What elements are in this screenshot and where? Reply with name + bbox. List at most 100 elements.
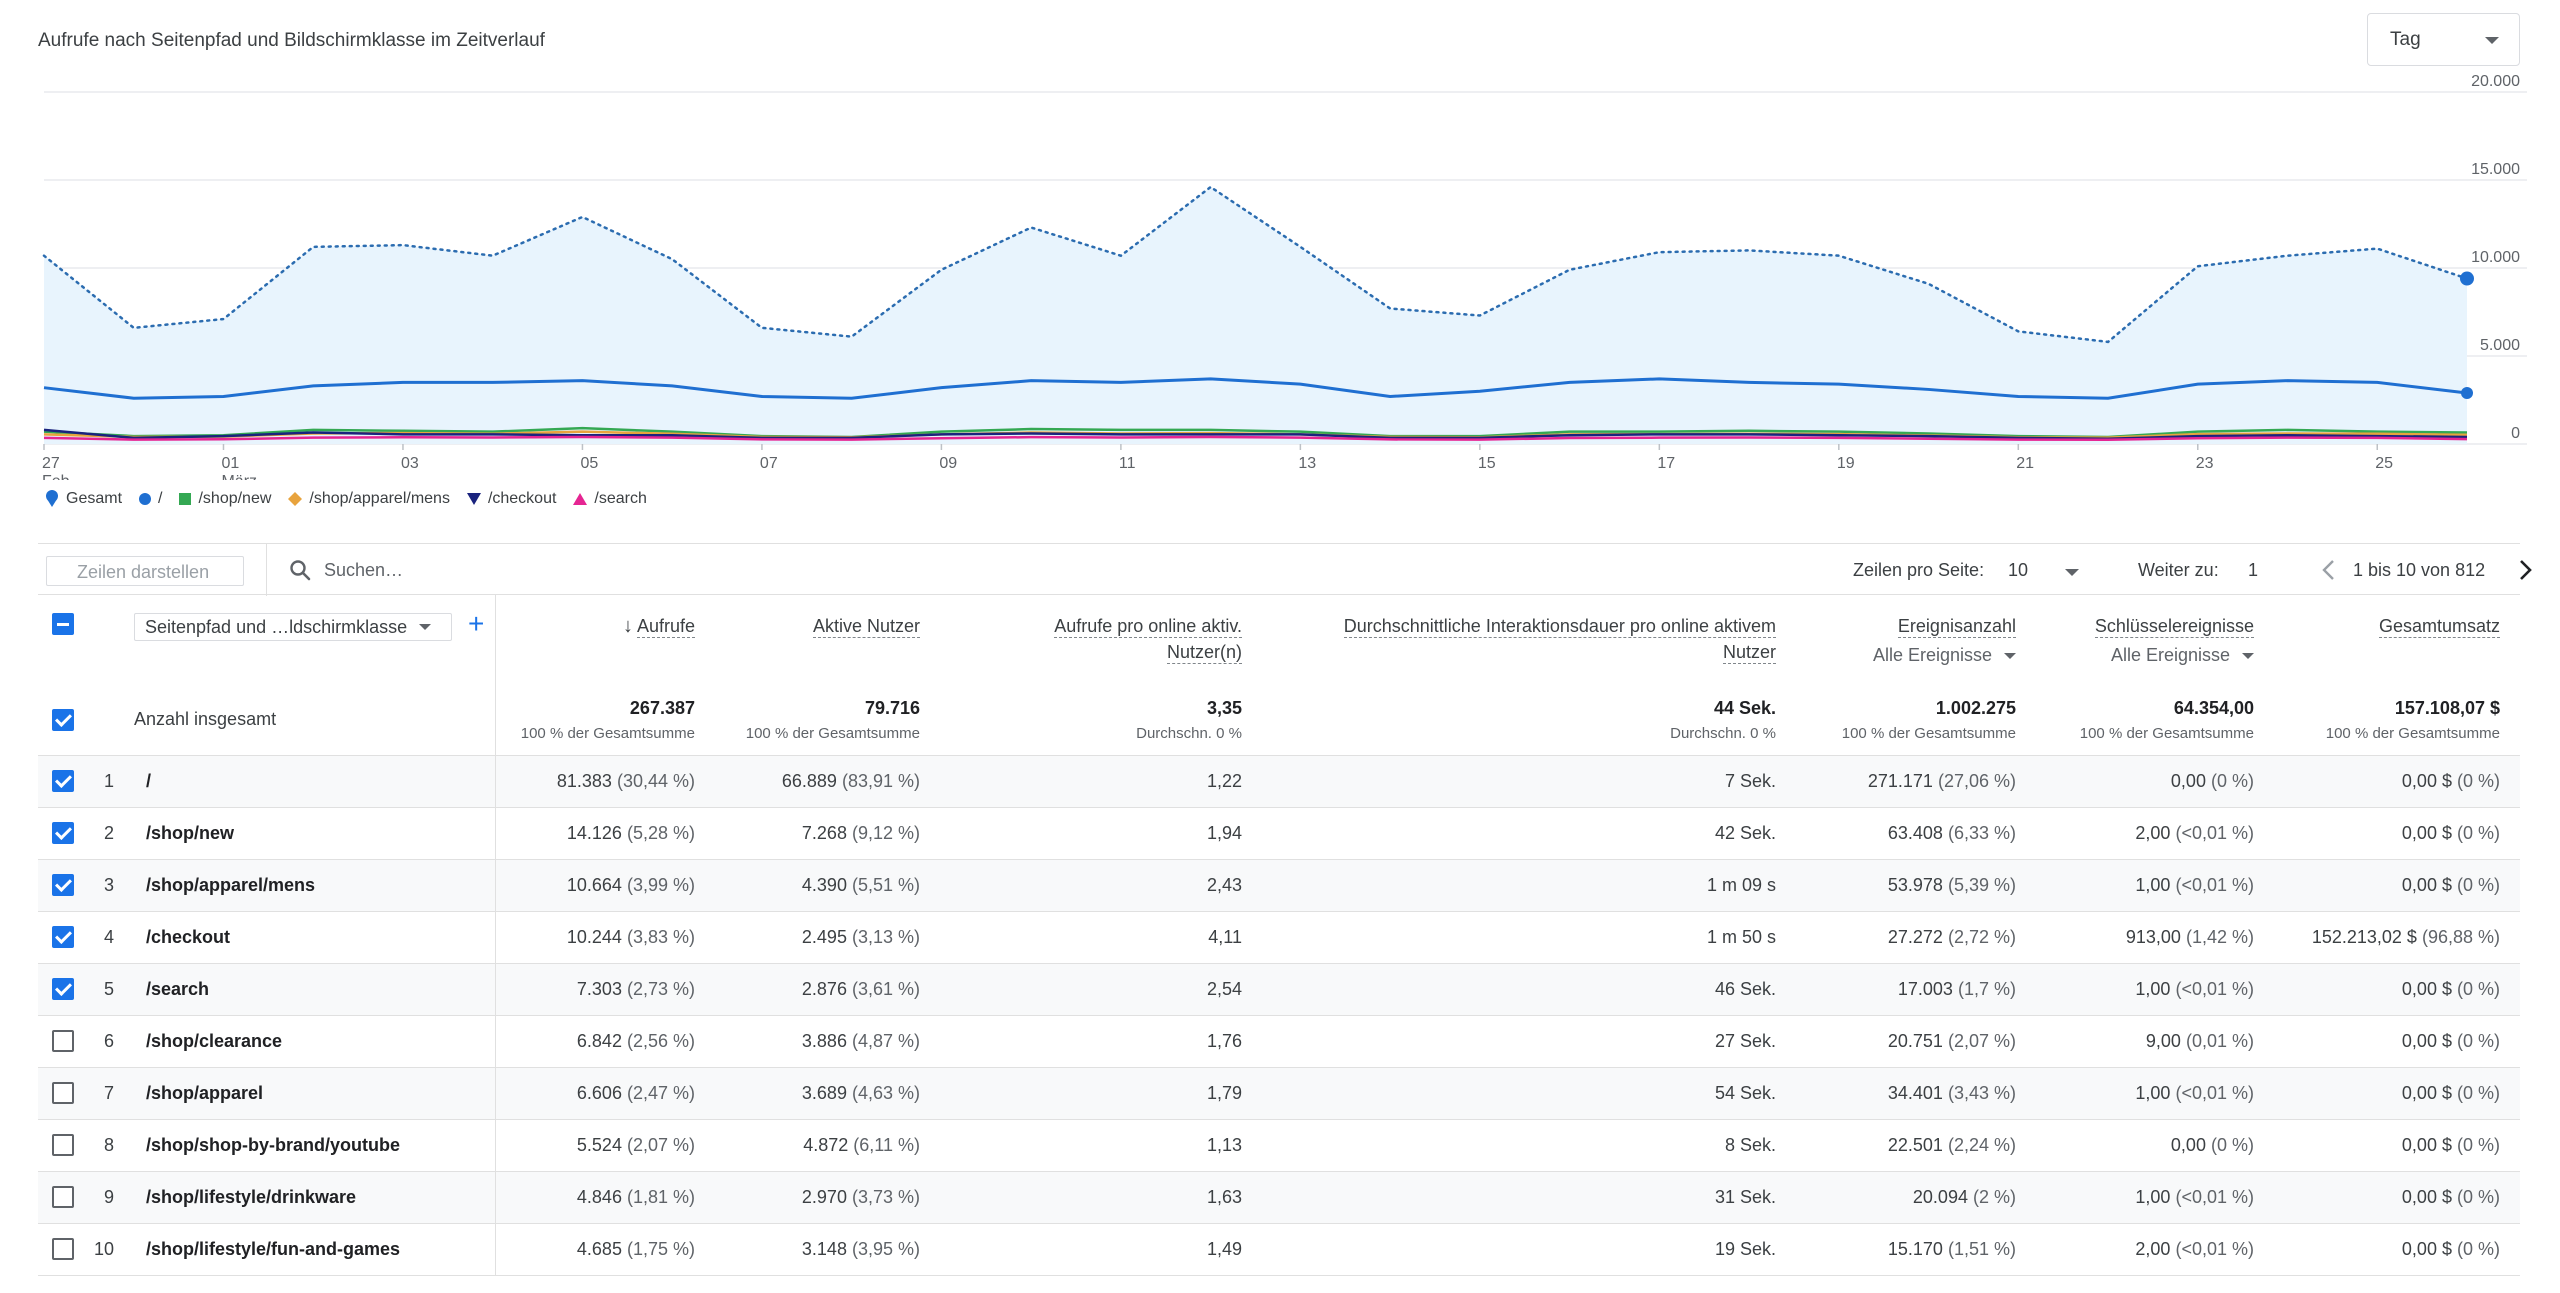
page-path-link[interactable]: /shop/lifestyle/fun-and-games [124, 1223, 496, 1276]
table-row[interactable]: 7/shop/apparel 6.606 (2,47 %) 3.689 (4,63 … [38, 1067, 2520, 1120]
cell-vpu: 1,22 [1206, 770, 1242, 791]
col-key-label: Schlüsselereignisse [2094, 616, 2254, 638]
cell-vpu: 1,79 [1206, 1082, 1242, 1103]
row-checkbox[interactable] [52, 1134, 74, 1157]
table-row[interactable]: 4/checkout 10.244 (3,83 %) 2.495 (3,13 %) 4… [38, 911, 2520, 964]
row-index: 6 [88, 1015, 124, 1068]
row-index: 9 [88, 1171, 124, 1224]
cell-views_pct: (1,81 %) [626, 1186, 695, 1207]
col-rev-label: Gesamtumsatz [2378, 616, 2500, 638]
legend-item[interactable]: /search [572, 490, 647, 508]
page-path-link[interactable]: /shop/apparel [124, 1067, 496, 1120]
cell-views: 5.524 [576, 1134, 622, 1155]
cell-events: 20.094 [1912, 1186, 1968, 1207]
legend-marker-icon [138, 492, 152, 506]
cell-key_pct: (<0,01 %) [2175, 1082, 2254, 1103]
row-checkbox[interactable] [52, 926, 74, 949]
table-row[interactable]: 6/shop/clearance 6.842 (2,56 %) 3.886 (4,8… [38, 1015, 2520, 1068]
page-path-link[interactable]: /search [124, 963, 496, 1016]
total-revenue-sub: 100 % der Gesamtsumme [2325, 724, 2500, 742]
col-header-revenue[interactable]: Gesamtumsatz [2274, 595, 2520, 685]
row-checkbox[interactable] [52, 1186, 74, 1209]
table-row[interactable]: 3/shop/apparel/mens 10.664 (3,99 %) 4.390 … [38, 859, 2520, 912]
totals-row: Anzahl insgesamt 267.387 100 % der Gesamt… [38, 685, 2520, 756]
col-events-label: Ereignisanzahl [1897, 616, 2016, 638]
table-row[interactable]: 5/search 7.303 (2,73 %) 2.876 (3,61 %) 2,54… [38, 963, 2520, 1016]
cell-key_pct: (1,42 %) [2185, 926, 2254, 947]
key-event-filter-dropdown[interactable]: Alle Ereignisse [2111, 645, 2254, 666]
page-path-link[interactable]: /shop/clearance [124, 1015, 496, 1068]
x-tick-sublabel: Feb. [42, 473, 74, 480]
table-row[interactable]: 1/ 81.383 (30,44 %) 66.889 (83,91 %) 1,22 7 … [38, 755, 2520, 808]
row-checkbox[interactable] [52, 1238, 74, 1261]
legend-marker-icon [572, 492, 588, 506]
legend-item[interactable]: /shop/apparel/mens [287, 490, 450, 508]
chevron-left-icon[interactable] [2318, 557, 2340, 583]
cell-views_pct: (3,99 %) [626, 874, 695, 895]
col-eng-label-2: Nutzer [1722, 642, 1776, 664]
cell-vpu: 2,43 [1206, 874, 1242, 895]
totals-checkbox[interactable] [52, 708, 74, 731]
cell-key: 2,00 [2135, 1238, 2171, 1259]
col-header-views-per-user[interactable]: Aufrufe pro online aktiv. Nutzer(n) [940, 595, 1262, 685]
cell-views: 4.685 [576, 1238, 622, 1259]
plot-rows-button[interactable]: Zeilen darstellen [46, 556, 244, 586]
cell-eng: 31 Sek. [1714, 1186, 1776, 1207]
col-header-event-count[interactable]: Ereignisanzahl Alle Ereignisse [1796, 595, 2036, 685]
cell-key_pct: (0,01 %) [2185, 1030, 2254, 1051]
row-checkbox[interactable] [52, 1082, 74, 1105]
chevron-down-icon[interactable] [2065, 569, 2079, 576]
table-row[interactable]: 9/shop/lifestyle/drinkware 4.846 (1,81 %)… [38, 1171, 2520, 1224]
x-tick-label: 27 [42, 455, 60, 472]
total-views-sub: 100 % der Gesamtsumme [520, 724, 695, 742]
goto-page-input[interactable]: 1 [2248, 560, 2259, 580]
page-path-link[interactable]: /shop/shop-by-brand/youtube [124, 1119, 496, 1172]
page-path-link[interactable]: /shop/apparel/mens [124, 859, 496, 912]
cell-users_pct: (3,73 %) [851, 1186, 920, 1207]
dimension-selector[interactable]: Seitenpfad und …ldschirmklasse [134, 613, 452, 641]
chevron-right-icon[interactable] [2514, 557, 2536, 583]
row-checkbox[interactable] [52, 770, 74, 793]
legend-label: /shop/new [198, 490, 272, 507]
row-checkbox[interactable] [52, 978, 74, 1001]
cell-eng: 27 Sek. [1714, 1030, 1776, 1051]
row-checkbox[interactable] [52, 1030, 74, 1053]
report-table: Seitenpfad und …ldschirmklasse + ↓ Aufruf… [38, 595, 2520, 1276]
cell-events_pct: (5,39 %) [1947, 874, 2016, 895]
table-row[interactable]: 10/shop/lifestyle/fun-and-games 4.685 (1,… [38, 1223, 2520, 1276]
x-tick-label: 21 [2016, 455, 2034, 472]
rows-per-page-select[interactable]: 10 [2008, 560, 2029, 580]
legend-item[interactable]: / [138, 490, 162, 508]
cell-views_pct: (3,83 %) [626, 926, 695, 947]
page-path-link[interactable]: /shop/new [124, 807, 496, 860]
legend-item[interactable]: /shop/new [178, 490, 271, 508]
select-all-checkbox[interactable] [52, 613, 74, 636]
search-input[interactable] [324, 556, 824, 584]
chevron-down-icon [419, 624, 432, 630]
table-row[interactable]: 2/shop/new 14.126 (5,28 %) 7.268 (9,12 %) 1… [38, 807, 2520, 860]
cell-events_pct: (2 %) [1972, 1186, 2016, 1207]
page-path-link[interactable]: / [124, 755, 496, 808]
table-header-row: Seitenpfad und …ldschirmklasse + ↓ Aufruf… [38, 595, 2520, 685]
col-header-key-events[interactable]: Schlüsselereignisse Alle Ereignisse [2036, 595, 2274, 685]
page-path-link[interactable]: /checkout [124, 911, 496, 964]
row-checkbox[interactable] [52, 874, 74, 897]
total-users-sub: 100 % der Gesamtsumme [745, 724, 920, 742]
total-views: 267.387 [629, 697, 695, 718]
add-dimension-icon[interactable]: + [468, 607, 485, 639]
table-row[interactable]: 8/shop/shop-by-brand/youtube 5.524 (2,07 … [38, 1119, 2520, 1172]
page-path-link[interactable]: /shop/lifestyle/drinkware [124, 1171, 496, 1224]
col-header-active-users[interactable]: Aktive Nutzer [715, 595, 940, 685]
legend-item[interactable]: /checkout [466, 490, 556, 508]
col-header-engagement[interactable]: Durchschnittliche Interaktionsdauer pro … [1262, 595, 1796, 685]
legend-item[interactable]: Gesamt [44, 490, 122, 508]
row-checkbox[interactable] [52, 822, 74, 845]
chevron-down-icon [2242, 653, 2254, 660]
col-header-views[interactable]: ↓ Aufrufe [622, 615, 695, 638]
legend-marker-icon [287, 491, 303, 507]
line-chart: 0 5.000 10.000 15.000 20.000 27Feb. 01März 03 05… [42, 73, 2527, 480]
event-filter-dropdown[interactable]: Alle Ereignisse [1873, 645, 2016, 666]
table-toolbar: Zeilen darstellen Zeilen pro Seite: 10 W… [38, 543, 2532, 596]
granularity-dropdown[interactable]: Tag [2367, 13, 2520, 66]
cell-views_pct: (2,73 %) [626, 978, 695, 999]
